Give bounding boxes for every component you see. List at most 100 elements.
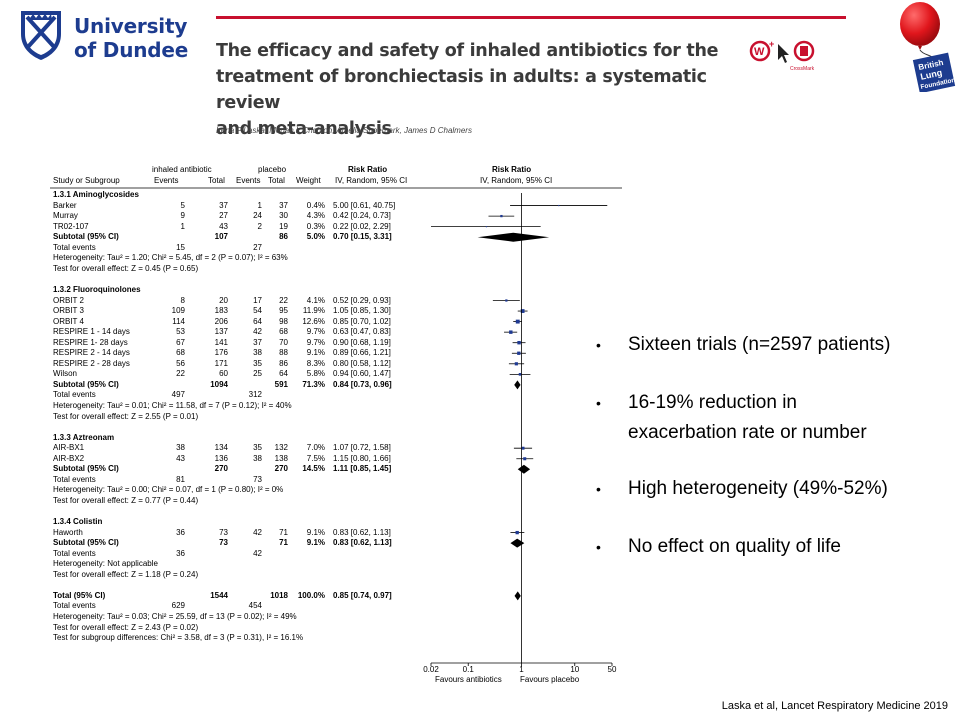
events-2: 42 [253,548,262,558]
events-2: 1 [257,200,262,210]
row-label: Test for overall effect: Z = 0.77 (P = 0… [53,495,199,505]
total-1: 270 [214,464,228,474]
row-label: Total events [53,548,96,558]
pooled-diamond [510,538,525,548]
total-1: 20 [219,295,228,305]
total-2: 98 [279,316,288,326]
study-marker [523,457,527,461]
events-1: 22 [176,369,185,379]
favours-placebo-label: Favours placebo [520,675,580,684]
bullet-dot-icon: • [596,481,601,497]
study-marker [514,362,518,366]
events-2: 38 [253,453,262,463]
row-label: Haworth [53,527,83,537]
total-1: 73 [219,527,228,537]
study-marker [515,530,519,535]
paper-title: The efficacy and safety of inhaled antib… [216,38,736,142]
row-label: Subtotal (95% CI) [53,232,119,242]
total-1: 1094 [210,379,228,389]
forest-plot-graphic [50,187,622,666]
weight-value: 0.3% [306,221,325,231]
pooled-diamond [477,232,550,242]
header-total-1: Total [208,176,225,185]
header-group2: placebo [258,165,287,174]
ci-value: 0.90 [0.68, 1.19] [333,337,391,347]
row-label: 1.3.2 Fluoroquinolones [53,284,141,294]
total-2: 19 [279,221,288,231]
ci-value: 1.11 [0.85, 1.45] [333,464,392,474]
events-2: 64 [253,316,262,326]
events-1: 114 [172,316,185,326]
events-1: 56 [176,358,185,368]
ci-value: 0.94 [0.60, 1.47] [333,369,391,379]
university-logo: University of Dundee [18,8,193,66]
svg-text:W: W [754,46,765,58]
x-tick-label: 50 [607,665,617,674]
events-2: 454 [248,601,262,611]
total-1: 171 [214,358,228,368]
events-2: 24 [253,211,262,221]
events-2: 38 [253,348,262,358]
row-label: Test for subgroup differences: Chi² = 3.… [53,633,304,643]
events-1: 68 [176,348,185,358]
row-label: 1.3.4 Colistin [53,517,103,527]
header-method-plot: IV, Random, 95% CI [480,176,553,185]
events-1: 8 [180,295,185,305]
weight-value: 9.1% [306,538,325,548]
row-label: ORBIT 3 [53,306,84,316]
paper-title-line: and meta-analysis [216,119,392,139]
weight-value: 9.1% [306,527,325,537]
header-events-1: Events [154,176,179,185]
study-marker [500,214,503,218]
study-marker [517,340,521,345]
events-1: 81 [176,474,185,484]
ci-value: 0.22 [0.02, 2.29] [333,221,391,231]
bullet-text: No effect on quality of life [628,536,841,557]
weight-value: 8.3% [306,358,325,368]
university-name-line1: University [74,14,188,38]
ci-value: 0.70 [0.15, 3.31] [333,232,392,242]
total-2: 138 [274,453,288,463]
bullet-text-line2: exacerbation rate or number [628,422,867,443]
bullet-text: Sixteen trials (n=2597 patients) [628,334,891,355]
study-marker [558,204,560,207]
total-1: 43 [219,221,228,231]
events-2: 35 [253,358,262,368]
row-label: Total events [53,601,96,611]
weight-value: 7.5% [306,453,325,463]
total-2: 22 [279,295,288,305]
bullet-dot-icon: • [596,337,601,353]
study-marker [505,299,508,302]
pooled-diamond [517,464,531,474]
university-shield-icon [21,11,61,60]
row-label: TR02-107 [53,221,89,231]
bullet-text: High heterogeneity (49%-52%) [628,478,888,499]
row-label: RESPIRE 2 - 28 days [53,358,130,368]
ci-value: 0.80 [0.58, 1.12] [333,358,391,368]
header-group1: inhaled antibiotic [152,165,212,174]
study-marker [518,373,522,376]
events-1: 36 [176,527,185,537]
row-label: Total events [53,474,96,484]
ci-value: 0.85 [0.74, 0.97] [333,590,392,600]
total-2: 1018 [270,590,288,600]
header-method: IV, Random, 95% CI [335,176,408,185]
study-marker [520,309,525,313]
ci-value: 5.00 [0.61, 40.75] [333,200,396,210]
row-label: Total events [53,390,96,400]
header-risk-ratio-plot: Risk Ratio [492,165,532,174]
row-label: ORBIT 4 [53,316,84,326]
row-label: Murray [53,211,78,221]
total-2: 71 [279,538,288,548]
svg-text:+: + [769,39,774,49]
forest-plot: inhaled antibiotic placebo Risk Ratio Ri… [50,165,630,695]
total-1: 176 [214,348,228,358]
events-2: 35 [253,443,262,453]
weight-value: 9.1% [306,348,325,358]
weight-value: 4.3% [306,211,325,221]
ci-value: 0.63 [0.47, 0.83] [333,327,391,337]
study-marker [517,351,521,355]
weight-value: 14.5% [302,464,325,474]
row-label: Test for overall effect: Z = 2.55 (P = 0… [53,411,199,421]
events-2: 42 [253,527,262,537]
